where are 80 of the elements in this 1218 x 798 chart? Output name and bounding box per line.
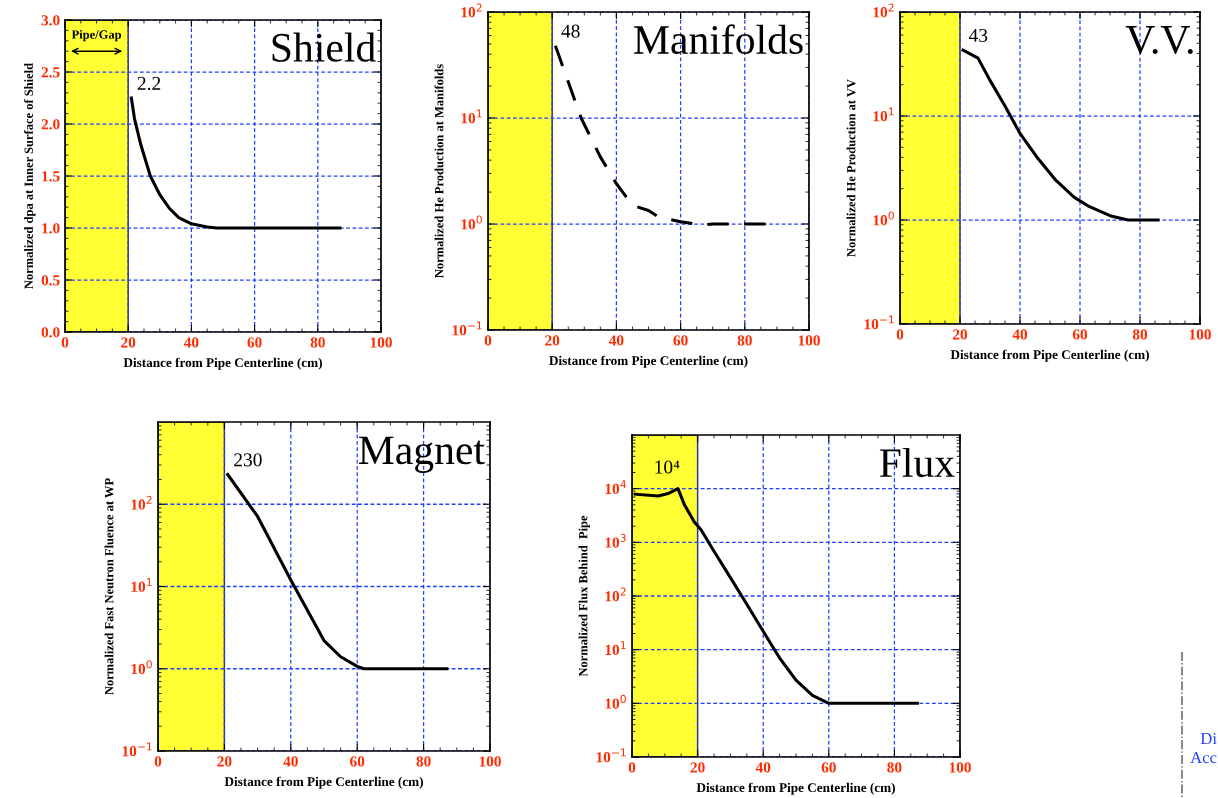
annotation: 10⁴ (655, 460, 680, 474)
x-tick-label: 60 (673, 335, 688, 346)
x-tick-label: 0 (484, 335, 492, 346)
x-tick-label: 60 (1072, 329, 1088, 340)
y-tick-label: 10$^{2}$ (605, 587, 626, 602)
y-axis-title: Normalized He Production at VV (846, 79, 856, 257)
x-axis-title: Distance from Pipe Centerline (cm) (549, 355, 748, 368)
y-axis-title: Normalized Flux Behind Pipe (578, 515, 590, 677)
x-tick-label: 80 (1132, 329, 1148, 340)
x-axis-title: Distance from Pipe Centerline (cm) (123, 357, 322, 370)
x-tick-label: 80 (416, 756, 431, 767)
chart-title: Flux (879, 447, 955, 478)
x-tick-label: 80 (737, 335, 752, 346)
y-tick-label: 10$^{2}$ (873, 3, 894, 18)
y-tick-label: 10$^{1}$ (873, 107, 894, 122)
y-axis-title: Normalized He Production at Manifolds (434, 64, 444, 278)
text: Di (1200, 732, 1217, 745)
text: Acc (1190, 752, 1217, 764)
y-tick-label: 2.0 (41, 119, 60, 130)
line-series (226, 472, 449, 671)
y-tick-label: 0.0 (41, 327, 60, 338)
chart-title: Shield (272, 32, 376, 62)
x-axis-title: Distance from Pipe Centerline (cm) (224, 776, 423, 789)
x-tick-label: 80 (887, 762, 902, 773)
x-tick-label: 20 (953, 329, 968, 340)
x-tick-label: 60 (247, 337, 262, 348)
y-tick-label: 10$^{−1}$ (596, 748, 626, 763)
annotation: 2.2 (137, 76, 161, 90)
y-axis-title: Normalized Fast Neutron Fluence at WP (104, 478, 114, 695)
y-tick-label: 1.5 (42, 171, 60, 182)
chart-title: V.V. (1125, 26, 1193, 55)
annotation: 230 (234, 453, 262, 467)
y-tick-label: 10$^{1}$ (461, 109, 482, 124)
y-tick-label: 1.0 (42, 223, 60, 234)
y-tick-label: 10$^{4}$ (605, 480, 626, 495)
x-tick-label: 0 (61, 337, 69, 348)
y-tick-label: 10$^{0}$ (873, 211, 894, 226)
x-tick-label: 80 (310, 337, 325, 348)
y-tick-label: 10$^{−1}$ (452, 321, 482, 336)
x-tick-label: 40 (755, 762, 771, 773)
x-tick-label: 60 (821, 762, 836, 773)
y-tick-label: 10$^{−1}$ (122, 742, 152, 757)
y-tick-label: 10$^{3}$ (605, 533, 626, 548)
x-axis-title: Distance from Pipe Centerline (cm) (696, 782, 895, 795)
x-tick-label: 100 (949, 762, 971, 773)
x-tick-label: 20 (545, 335, 560, 346)
annotation: 48 (561, 24, 580, 38)
x-axis-title: Distance from Pipe Centerline (cm) (950, 349, 1149, 362)
y-tick-label: 10$^{−1}$ (864, 315, 894, 330)
x-tick-label: 0 (154, 756, 162, 767)
x-tick-label: 20 (121, 337, 136, 348)
line-series (129, 96, 342, 230)
x-tick-label: 40 (608, 335, 624, 346)
x-tick-label: 20 (690, 762, 705, 773)
y-tick-label: 10$^{0}$ (131, 660, 152, 675)
x-tick-label: 100 (1189, 329, 1211, 340)
x-tick-label: 40 (1012, 329, 1028, 340)
y-tick-label: 3.0 (41, 15, 60, 26)
chart-title: Magnet (358, 436, 485, 473)
y-tick-label: 0.5 (41, 275, 60, 286)
y-axis-title: Normalized dpa at Inner Surface of Shield (24, 63, 36, 289)
x-tick-label: 40 (283, 756, 298, 767)
x-tick-label: 0 (628, 762, 636, 773)
x-tick-label: 60 (350, 756, 365, 767)
annotation: 43 (968, 28, 988, 42)
y-tick-label: 10$^{2}$ (461, 3, 482, 18)
x-tick-label: 100 (479, 756, 501, 767)
y-tick-label: 10$^{1}$ (605, 641, 626, 656)
x-tick-label: 100 (370, 337, 392, 348)
y-tick-label: 10$^{1}$ (131, 578, 152, 592)
chart-title: Manifolds (634, 24, 803, 55)
x-tick-label: 100 (798, 335, 820, 346)
x-tick-label: 0 (896, 329, 904, 340)
y-tick-label: 10$^{2}$ (131, 495, 152, 510)
y-tick-label: 2.5 (41, 67, 60, 78)
x-tick-label: 40 (183, 337, 199, 348)
band-label: Pipe/Gap (71, 29, 122, 42)
x-tick-label: 20 (217, 756, 232, 767)
y-tick-label: 10$^{0}$ (461, 215, 482, 230)
y-tick-label: 10$^{0}$ (605, 694, 626, 709)
